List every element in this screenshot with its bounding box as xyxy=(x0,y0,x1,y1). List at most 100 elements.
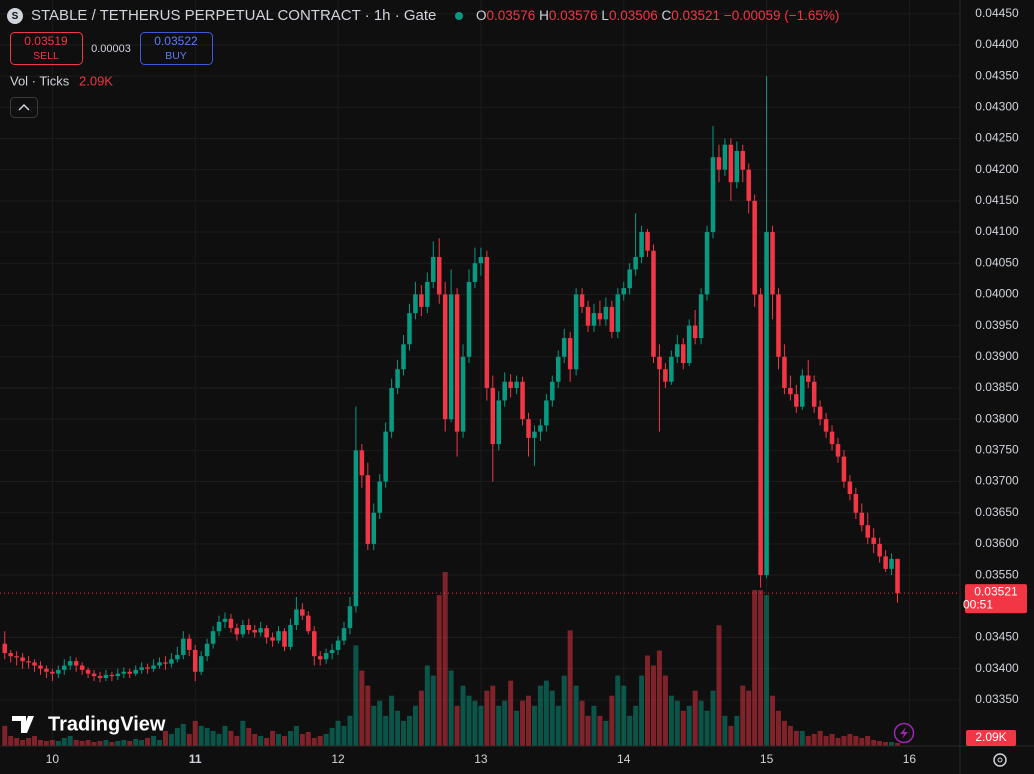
ohlc-readout: O0.03576 H0.03576 L0.03506 C0.03521 −0.0… xyxy=(476,8,839,23)
candle-body xyxy=(508,381,513,388)
volume-bar xyxy=(567,630,573,746)
volume-bar xyxy=(728,725,734,746)
candle-body xyxy=(264,628,269,638)
candle-body xyxy=(532,431,537,438)
settings-icon xyxy=(997,757,1003,763)
volume-bar xyxy=(865,735,871,746)
candle-body xyxy=(163,662,168,664)
volume-bar xyxy=(145,737,151,746)
volume-bar xyxy=(133,738,139,746)
volume-bar xyxy=(781,720,787,746)
candle-body xyxy=(829,431,835,445)
volume-bar xyxy=(841,735,847,746)
candle-body xyxy=(704,232,710,295)
candle-body xyxy=(764,232,769,576)
readout-change: −0.00059 (−1.65%) xyxy=(724,8,840,23)
volume-bar xyxy=(157,739,163,746)
spread: 0.00003 xyxy=(91,43,131,55)
volume-bar xyxy=(252,733,258,746)
candle-body xyxy=(204,643,210,657)
buy-button[interactable] xyxy=(140,32,213,65)
symbol-icon-glyph: S xyxy=(12,11,19,22)
volume-bar xyxy=(365,685,371,746)
candle-body xyxy=(56,669,61,674)
volume-bar xyxy=(198,725,204,746)
candle-body xyxy=(520,381,525,420)
y-tick-label: 0.04350 xyxy=(975,68,1019,82)
candle-body xyxy=(175,654,180,660)
x-tick-label: 12 xyxy=(331,752,345,766)
sell-button[interactable] xyxy=(10,32,83,65)
volume-bar xyxy=(109,741,115,746)
candle-body xyxy=(472,263,478,282)
candle-body xyxy=(335,640,341,650)
alert-icon[interactable] xyxy=(893,722,915,744)
candle-body xyxy=(710,157,716,233)
y-tick-label: 0.03850 xyxy=(975,380,1019,394)
candle-body xyxy=(395,369,400,388)
volume-bar xyxy=(520,700,526,746)
candle-body xyxy=(544,400,549,426)
candle-body xyxy=(645,232,650,251)
volume-bar xyxy=(8,735,14,746)
volume-bar xyxy=(883,741,889,746)
candle-body xyxy=(91,673,97,677)
y-tick-label: 0.04450 xyxy=(975,6,1019,20)
volume-bar xyxy=(246,727,252,746)
volume-pane xyxy=(2,572,901,746)
candle-body xyxy=(103,674,109,679)
volume-bar xyxy=(216,733,222,746)
candle-body xyxy=(276,631,281,641)
chart-title[interactable]: STABLE / TETHERUS PERPETUAL CONTRACT · 1… xyxy=(31,7,436,24)
volume-bar xyxy=(79,740,85,746)
candle-body xyxy=(139,667,144,670)
volume-bar xyxy=(442,572,448,746)
volume-bar xyxy=(585,715,591,746)
settings-icon[interactable] xyxy=(993,753,1007,767)
candle-body xyxy=(698,294,704,339)
volume-bar xyxy=(793,730,799,746)
volume-bar xyxy=(281,735,287,746)
volume-bar xyxy=(823,735,829,746)
volume-legend-name[interactable]: Vol · Ticks xyxy=(10,73,70,88)
volume-bar xyxy=(817,730,823,746)
sell-label: SELL xyxy=(33,50,59,62)
volume-bar xyxy=(496,705,502,746)
candle-body xyxy=(389,387,394,432)
candle-body xyxy=(502,381,507,401)
candle-body xyxy=(478,256,484,264)
candle-body xyxy=(419,294,424,307)
candle-body xyxy=(288,624,293,647)
volume-bar xyxy=(329,727,335,746)
candle-body xyxy=(353,450,359,607)
volume-bar xyxy=(597,715,603,746)
candle-body xyxy=(728,144,734,183)
volume-bar xyxy=(829,733,835,746)
candles xyxy=(2,76,900,683)
candle-body xyxy=(675,344,680,357)
volume-bar xyxy=(371,705,377,746)
volume-bar xyxy=(722,715,728,746)
collapse-button[interactable] xyxy=(10,97,38,118)
candle-body xyxy=(359,450,365,476)
candle-body xyxy=(585,306,591,326)
y-tick-label: 0.04050 xyxy=(975,255,1019,269)
volume-bar xyxy=(549,690,555,746)
volume-bar xyxy=(662,675,668,746)
candle-body xyxy=(603,306,609,320)
candle-body xyxy=(758,294,763,576)
volume-bar xyxy=(37,739,43,746)
volume-bar xyxy=(276,733,282,746)
watermark-logo xyxy=(27,716,33,722)
volume-bar xyxy=(889,741,895,746)
y-tick-label: 0.03950 xyxy=(975,318,1019,332)
volume-bar xyxy=(764,595,770,746)
volume-bar xyxy=(180,723,186,746)
candle-body xyxy=(567,338,573,370)
candle-body xyxy=(639,232,644,257)
axes: 0.04450 0.04400 0.04350 0.04300 0.04250 0.042… xyxy=(46,6,1019,766)
readout-label: C xyxy=(662,8,672,23)
grid xyxy=(0,0,960,746)
volume-bar xyxy=(61,737,67,746)
volume-bar xyxy=(787,725,793,746)
